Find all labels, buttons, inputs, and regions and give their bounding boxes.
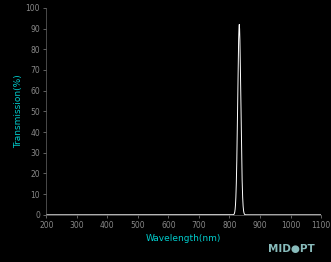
Text: MID●PT: MID●PT <box>268 244 315 254</box>
Y-axis label: Transmission(%): Transmission(%) <box>14 74 23 148</box>
X-axis label: Wavelength(nm): Wavelength(nm) <box>146 234 221 243</box>
